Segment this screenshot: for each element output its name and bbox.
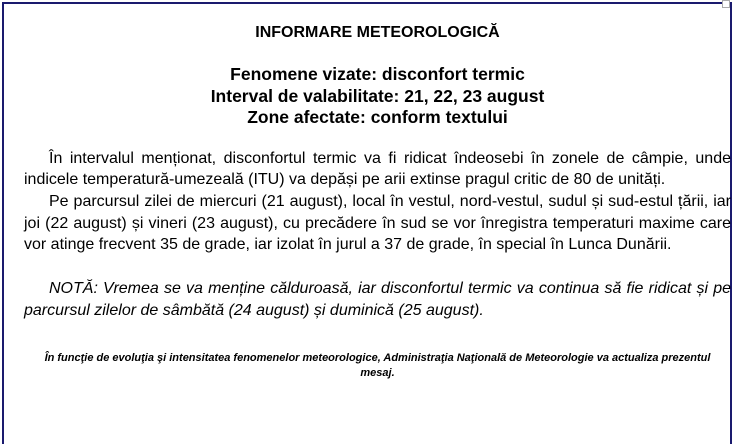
resize-handle[interactable] bbox=[722, 0, 730, 8]
note-paragraph: NOTĂ: Vremea se va menține călduroasă, i… bbox=[24, 280, 731, 319]
document-body: INFORMARE METEOROLOGICĂ Fenomene vizate:… bbox=[24, 22, 731, 392]
paragraph-2: Pe parcursul zilei de miercuri (21 augus… bbox=[24, 192, 731, 254]
summary-headings: Fenomene vizate: disconfort termic Inter… bbox=[24, 64, 731, 129]
footer-note: În funcţie de evoluţia şi intensitatea f… bbox=[44, 352, 711, 380]
heading-zones: Zone afectate: conform textului bbox=[247, 107, 508, 127]
heading-interval: Interval de valabilitate: 21, 22, 23 aug… bbox=[210, 85, 545, 106]
heading-phenomena: Fenomene vizate: disconfort termic bbox=[230, 64, 525, 84]
paragraph-1: În intervalul menționat, disconfortul te… bbox=[24, 149, 731, 189]
document-title: INFORMARE METEOROLOGICĂ bbox=[255, 24, 500, 41]
